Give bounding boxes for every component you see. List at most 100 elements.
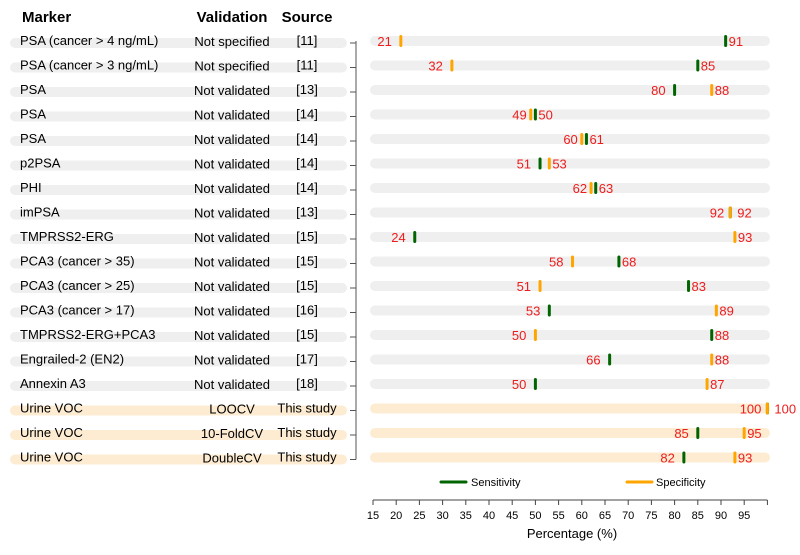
axis-tick-label: 85 bbox=[692, 510, 704, 522]
marker-name: PSA bbox=[20, 82, 46, 97]
specificity-mark bbox=[733, 451, 737, 464]
validation-status: Not specified bbox=[194, 34, 269, 49]
validation-status: Not specified bbox=[194, 59, 269, 74]
axis-tick-label: 95 bbox=[738, 510, 750, 522]
table-row: TMPRSS2-ERG Not validated [15] 24 93 bbox=[10, 229, 770, 245]
axis-tick-label: 40 bbox=[483, 510, 495, 522]
bar-track bbox=[370, 183, 770, 193]
row-band bbox=[10, 405, 347, 416]
specificity-mark bbox=[547, 157, 551, 170]
sensitivity-label: 53 bbox=[526, 304, 540, 319]
source-ref: This study bbox=[277, 425, 337, 440]
specificity-label: 93 bbox=[738, 230, 752, 245]
specificity-label: 89 bbox=[719, 304, 733, 319]
marker-name: PCA3 (cancer > 17) bbox=[20, 303, 135, 318]
marker-name: TMPRSS2-ERG bbox=[20, 229, 114, 244]
sensitivity-mark bbox=[608, 353, 612, 366]
axis-tick-label: 25 bbox=[413, 510, 425, 522]
table-row: PCA3 (cancer > 17) Not validated [16] 53 89 bbox=[10, 303, 770, 319]
sensitivity-label: 66 bbox=[586, 353, 600, 368]
specificity-mark bbox=[705, 378, 709, 390]
validation-status: Not validated bbox=[194, 206, 270, 221]
source-ref: [13] bbox=[296, 205, 318, 220]
sensitivity-label: 82 bbox=[660, 451, 674, 466]
sensitivity-mark bbox=[533, 378, 537, 390]
source-ref: [11] bbox=[297, 58, 318, 73]
row-band bbox=[10, 136, 347, 146]
sensitivity-mark bbox=[538, 157, 542, 170]
bar-track bbox=[370, 207, 770, 218]
specificity-label: 53 bbox=[552, 157, 566, 172]
specificity-mark bbox=[580, 133, 584, 145]
source-ref: [16] bbox=[296, 303, 318, 318]
sensitivity-mark bbox=[696, 59, 700, 72]
table-row: PSA (cancer > 4 ng/mL) Not specified [11] 2… bbox=[10, 33, 770, 49]
source-ref: [15] bbox=[296, 278, 318, 293]
sensitivity-label: 50 bbox=[538, 108, 552, 123]
table-row: p2PSA Not validated [14] 51 53 bbox=[10, 156, 770, 172]
row-band bbox=[10, 87, 347, 97]
marker-name: PCA3 (cancer > 25) bbox=[20, 278, 135, 293]
source-ref: [18] bbox=[296, 376, 318, 391]
specificity-label: 92 bbox=[737, 206, 751, 221]
table-row: PSA Not validated [14] 60 61 bbox=[10, 131, 770, 147]
header-marker: Marker bbox=[22, 9, 71, 26]
validation-status: Not validated bbox=[194, 83, 270, 98]
x-axis: 15 20 25 30 35 40 45 50 55 60 65 70 75 80 85 90 95 bbox=[367, 499, 768, 522]
sensitivity-label: 51 bbox=[517, 157, 531, 172]
specificity-label: 60 bbox=[563, 132, 577, 147]
source-ref: [15] bbox=[296, 327, 318, 342]
table-row: PSA (cancer > 3 ng/mL) Not specified [11] 3… bbox=[10, 58, 770, 74]
validation-status: Not validated bbox=[194, 279, 270, 294]
source-ref: This study bbox=[277, 450, 337, 465]
specificity-label: 21 bbox=[377, 34, 391, 49]
legend: Sensitivity Specificity bbox=[439, 477, 706, 489]
validation-status: DoubleCV bbox=[202, 451, 262, 466]
validation-status: Not validated bbox=[194, 157, 270, 172]
marker-name: PSA bbox=[20, 131, 46, 146]
row-band bbox=[10, 381, 347, 391]
specificity-mark bbox=[742, 427, 746, 439]
specificity-label: 32 bbox=[428, 59, 442, 74]
bar-track bbox=[370, 158, 770, 169]
marker-name: PSA (cancer > 3 ng/mL) bbox=[20, 58, 158, 73]
source-ref: [14] bbox=[296, 131, 318, 146]
sensitivity-mark bbox=[584, 133, 588, 145]
validation-status: Not validated bbox=[194, 181, 270, 196]
specificity-mark bbox=[533, 329, 537, 341]
bar-track bbox=[370, 330, 770, 340]
specificity-mark bbox=[571, 255, 575, 268]
axis-tick-label: 35 bbox=[460, 510, 472, 522]
specificity-label: 87 bbox=[710, 377, 724, 392]
rows: PSA (cancer > 4 ng/mL) Not specified [11] 2… bbox=[10, 33, 796, 466]
bar-track bbox=[370, 428, 770, 438]
source-ref: [14] bbox=[296, 156, 318, 171]
axis-tick-label: 20 bbox=[390, 510, 402, 522]
sensitivity-mark bbox=[687, 280, 691, 292]
sensitivity-mark bbox=[724, 35, 728, 47]
specificity-mark bbox=[450, 59, 454, 72]
row-band bbox=[10, 356, 347, 367]
validation-status: Not validated bbox=[194, 132, 270, 147]
sensitivity-mark bbox=[413, 231, 417, 243]
bar-track bbox=[370, 256, 770, 267]
table-row: PCA3 (cancer > 25) Not validated [15] 51 83 bbox=[10, 278, 770, 294]
bar-track bbox=[370, 36, 770, 46]
axis-tick-label: 45 bbox=[506, 510, 518, 522]
table-row: Annexin A3 Not validated [18] 50 87 bbox=[10, 376, 770, 392]
sensitivity-label: 85 bbox=[701, 59, 715, 74]
sensitivity-label: 50 bbox=[512, 377, 526, 392]
row-band bbox=[10, 283, 347, 293]
marker-name: PHI bbox=[20, 180, 42, 195]
bar-track bbox=[370, 109, 770, 120]
marker-name: Annexin A3 bbox=[20, 376, 86, 391]
sensitivity-mark bbox=[617, 255, 621, 268]
specificity-label: 62 bbox=[573, 181, 587, 196]
marker-name: PSA bbox=[20, 107, 46, 122]
specificity-label: 49 bbox=[512, 108, 526, 123]
specificity-label: 100 bbox=[774, 402, 796, 417]
specificity-label: 50 bbox=[512, 328, 526, 343]
row-band bbox=[10, 38, 347, 48]
source-ref: [14] bbox=[296, 180, 318, 195]
